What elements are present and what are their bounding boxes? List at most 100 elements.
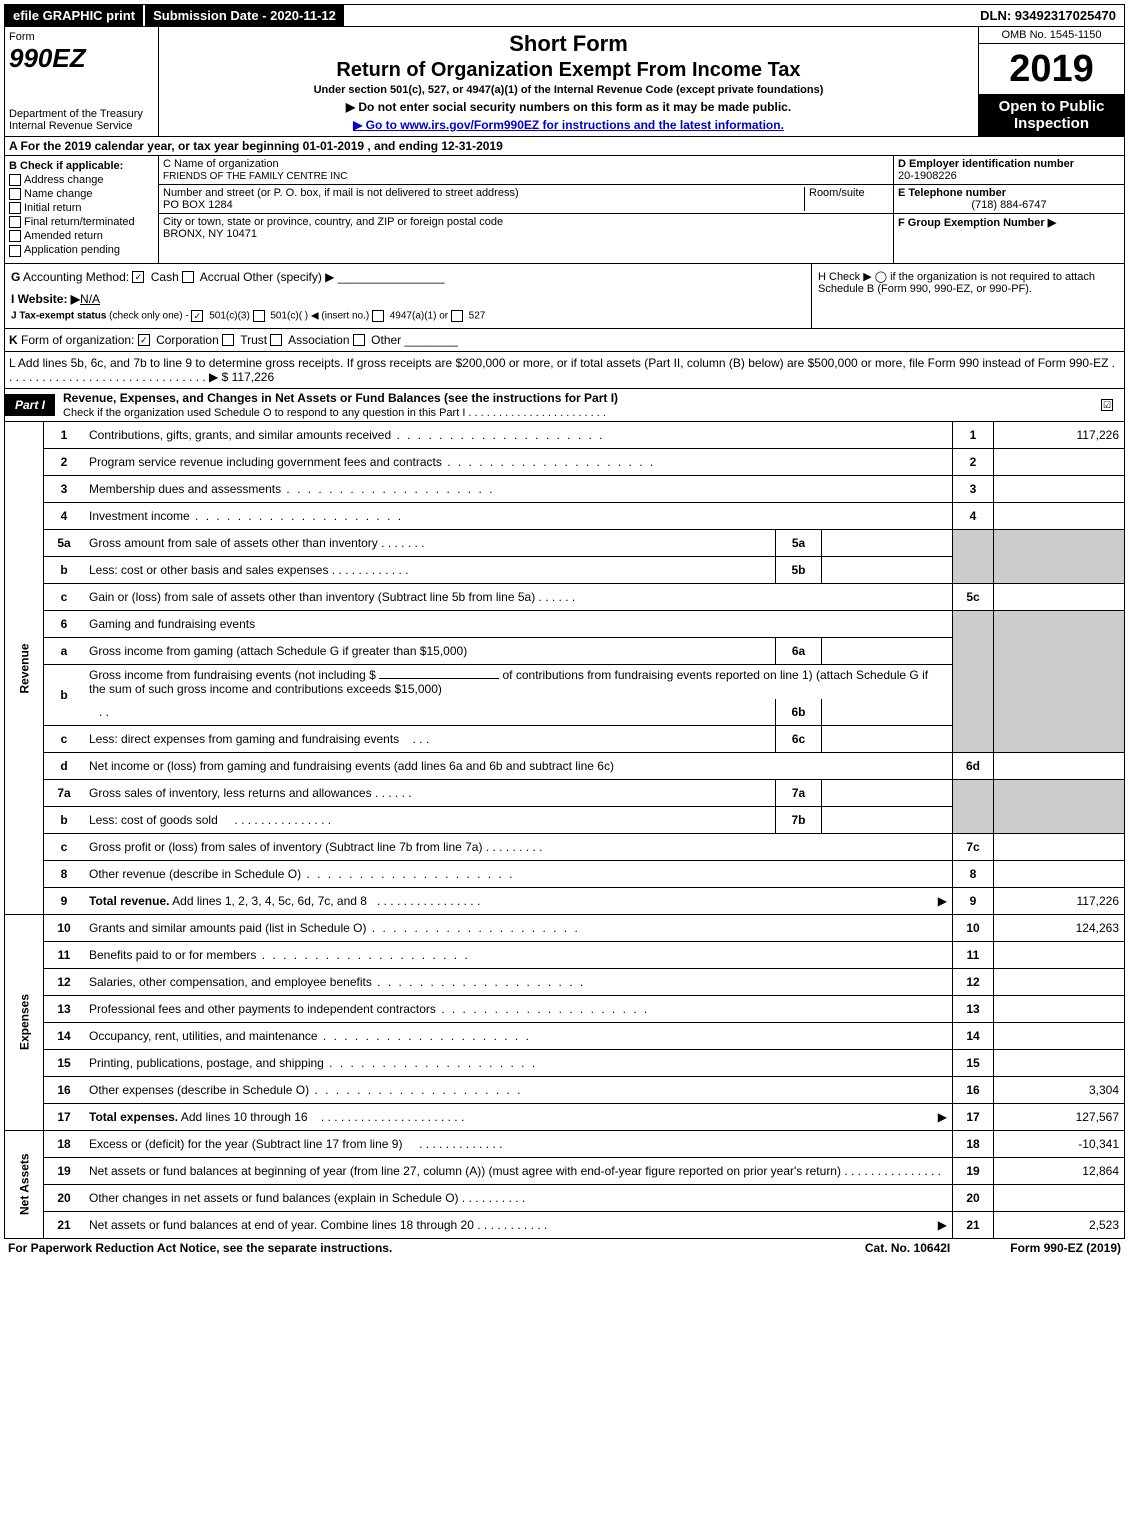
line-4-num: 4 xyxy=(44,502,85,529)
instructions-link[interactable]: ▶ Go to www.irs.gov/Form990EZ for instru… xyxy=(353,118,784,132)
line-18-val: -10,341 xyxy=(994,1130,1125,1157)
line-1-ref: 1 xyxy=(953,422,994,449)
line-6a-subval xyxy=(822,637,953,664)
line-14-val xyxy=(994,1022,1125,1049)
chk-amended-return[interactable]: Amended return xyxy=(24,230,103,242)
line-19-val: 12,864 xyxy=(994,1157,1125,1184)
open-inspection: Open to Public Inspection xyxy=(979,94,1124,136)
ein-value: 20-1908226 xyxy=(898,170,957,182)
schedule-b-check: H Check ▶ ◯ if the organization is not r… xyxy=(811,264,1124,328)
line-11-desc: Benefits paid to or for members xyxy=(89,948,256,962)
line-15-val xyxy=(994,1049,1125,1076)
line-5a-desc: Gross amount from sale of assets other t… xyxy=(89,536,378,550)
line-18-num: 18 xyxy=(44,1130,85,1157)
line-6b-sub: 6b xyxy=(776,699,822,726)
line-6c-desc: Less: direct expenses from gaming and fu… xyxy=(89,732,399,746)
line-1-num: 1 xyxy=(44,422,85,449)
subtitle: Under section 501(c), 527, or 4947(a)(1)… xyxy=(163,84,974,96)
line-9-num: 9 xyxy=(44,887,85,914)
line-10-val: 124,263 xyxy=(994,914,1125,941)
line-6c-subval xyxy=(822,725,953,752)
line-19-desc: Net assets or fund balances at beginning… xyxy=(89,1164,841,1178)
line-21-desc: Net assets or fund balances at end of ye… xyxy=(89,1218,474,1232)
omb-number: OMB No. 1545-1150 xyxy=(979,27,1124,44)
line-8-desc: Other revenue (describe in Schedule O) xyxy=(89,867,301,881)
line-5c-num: c xyxy=(44,583,85,610)
revenue-side-label: Revenue xyxy=(5,422,44,915)
line-7a-subval xyxy=(822,779,953,806)
line-7b-num: b xyxy=(44,806,85,833)
line-6a-desc: Gross income from gaming (attach Schedul… xyxy=(84,637,776,664)
line-12-val xyxy=(994,968,1125,995)
line-20-desc: Other changes in net assets or fund bala… xyxy=(89,1191,459,1205)
line-13-ref: 13 xyxy=(953,995,994,1022)
line-3-val xyxy=(994,475,1125,502)
line-6b-desc1: Gross income from fundraising events (no… xyxy=(89,668,376,682)
chk-name-change[interactable]: Name change xyxy=(24,188,93,200)
line-5a-num: 5a xyxy=(44,529,85,556)
netassets-side-label: Net Assets xyxy=(5,1130,44,1238)
line-18-desc: Excess or (deficit) for the year (Subtra… xyxy=(89,1137,402,1151)
line-8-val xyxy=(994,860,1125,887)
org-name-label: C Name of organization xyxy=(163,158,279,170)
street-label: Number and street (or P. O. box, if mail… xyxy=(163,187,519,199)
chk-address-change[interactable]: Address change xyxy=(24,174,104,186)
line-13-desc: Professional fees and other payments to … xyxy=(89,1002,436,1016)
line-15-num: 15 xyxy=(44,1049,85,1076)
ein-label: D Employer identification number xyxy=(898,158,1074,170)
line-7b-sub: 7b xyxy=(776,806,822,833)
expenses-side-label: Expenses xyxy=(5,914,44,1130)
submission-date-button[interactable]: Submission Date - 2020-11-12 xyxy=(143,5,346,26)
line-4-val xyxy=(994,502,1125,529)
part1-note: Check if the organization used Schedule … xyxy=(55,407,606,419)
footer-left: For Paperwork Reduction Act Notice, see … xyxy=(8,1241,392,1255)
line-7c-ref: 7c xyxy=(953,833,994,860)
box-c: C Name of organization FRIENDS OF THE FA… xyxy=(159,156,894,263)
line-6d-val xyxy=(994,752,1125,779)
part1-table: Revenue 1 Contributions, gifts, grants, … xyxy=(4,422,1125,1239)
chk-initial-return[interactable]: Initial return xyxy=(24,202,81,214)
website-row: I Website: ▶N/A xyxy=(11,292,805,306)
line-5a-subval xyxy=(822,529,953,556)
footer-mid: Cat. No. 10642I xyxy=(865,1241,950,1255)
line-9-val: 117,226 xyxy=(994,887,1125,914)
chk-application-pending[interactable]: Application pending xyxy=(24,244,120,256)
phone-value: (718) 884-6747 xyxy=(898,199,1120,211)
line-4-ref: 4 xyxy=(953,502,994,529)
dept-label: Department of the Treasury xyxy=(9,108,154,120)
line-19-num: 19 xyxy=(44,1157,85,1184)
form-word: Form xyxy=(9,31,154,43)
line-5c-ref: 5c xyxy=(953,583,994,610)
line-9-ref: 9 xyxy=(953,887,994,914)
line-6d-desc: Net income or (loss) from gaming and fun… xyxy=(84,752,953,779)
tax-period: A For the 2019 calendar year, or tax yea… xyxy=(4,137,1125,156)
line-7c-val xyxy=(994,833,1125,860)
line-16-num: 16 xyxy=(44,1076,85,1103)
line-7c-desc: Gross profit or (loss) from sales of inv… xyxy=(89,840,482,854)
phone-label: E Telephone number xyxy=(898,187,1006,199)
website-value: N/A xyxy=(80,292,100,306)
chk-final-return[interactable]: Final return/terminated xyxy=(24,216,135,228)
irs-label: Internal Revenue Service xyxy=(9,120,154,132)
line-5b-num: b xyxy=(44,556,85,583)
group-exemption-label: F Group Exemption Number ▶ xyxy=(898,217,1056,229)
line-4-desc: Investment income xyxy=(89,509,190,523)
part1-label: Part I xyxy=(5,394,55,416)
line-3-ref: 3 xyxy=(953,475,994,502)
city-label: City or town, state or province, country… xyxy=(163,216,503,228)
line-7a-desc: Gross sales of inventory, less returns a… xyxy=(89,786,372,800)
line-17-val: 127,567 xyxy=(994,1103,1125,1130)
page-footer: For Paperwork Reduction Act Notice, see … xyxy=(4,1239,1125,1257)
line-16-desc: Other expenses (describe in Schedule O) xyxy=(89,1083,309,1097)
line-15-ref: 15 xyxy=(953,1049,994,1076)
schedule-o-checkbox[interactable]: ☑ xyxy=(1101,399,1113,411)
line-14-num: 14 xyxy=(44,1022,85,1049)
line-10-num: 10 xyxy=(44,914,85,941)
line-6d-ref: 6d xyxy=(953,752,994,779)
line-18-ref: 18 xyxy=(953,1130,994,1157)
efile-button[interactable]: efile GRAPHIC print xyxy=(5,5,143,26)
line-6b-num: b xyxy=(44,664,85,725)
org-name: FRIENDS OF THE FAMILY CENTRE INC xyxy=(163,171,347,182)
line-6b-subval xyxy=(822,699,953,726)
line-2-val xyxy=(994,448,1125,475)
